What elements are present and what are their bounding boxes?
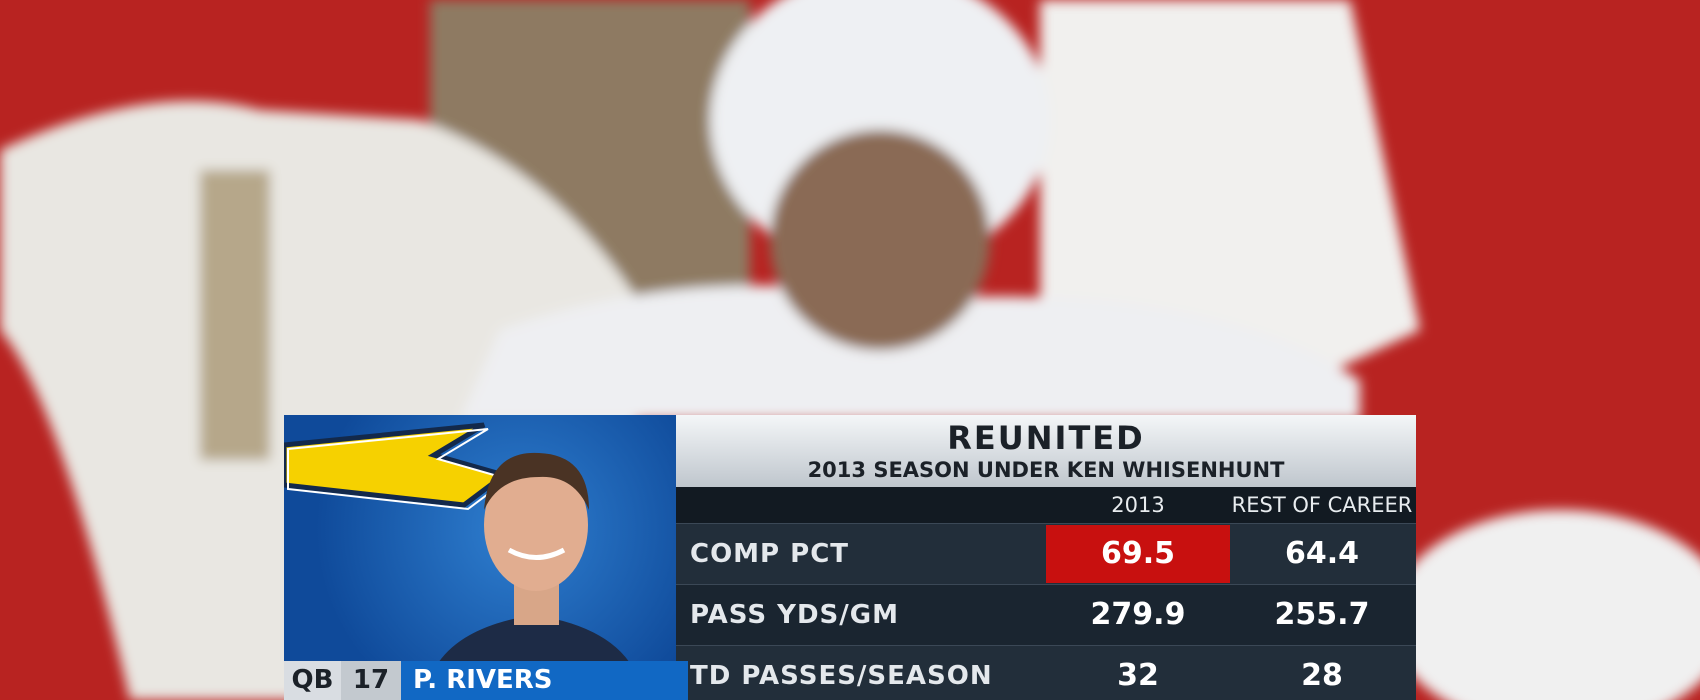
position: QB [284, 661, 341, 700]
highlighted-value: 69.5 [1046, 525, 1230, 583]
stat-row: TD PASSES/SEASON 32 28 [676, 645, 1416, 700]
stat-label: COMP PCT [690, 539, 850, 569]
player-bar: QB 17 P. RIVERS [284, 661, 688, 700]
header: REUNITED 2013 SEASON UNDER KEN WHISENHUN… [676, 415, 1416, 487]
stat-label: TD PASSES/SEASON [690, 661, 993, 691]
column-header: 2013 REST OF CAREER [676, 487, 1416, 523]
title: REUNITED [947, 419, 1145, 457]
stat-value: 64.4 [1284, 536, 1360, 571]
stat-value: 28 [1301, 658, 1343, 693]
player-photo-panel [284, 415, 676, 700]
subtitle: 2013 SEASON UNDER KEN WHISENHUNT [807, 458, 1285, 482]
column-label: REST OF CAREER [1231, 493, 1413, 517]
stat-row: PASS YDS/GM 279.9 255.7 [676, 584, 1416, 646]
stat-label: PASS YDS/GM [690, 600, 899, 630]
player-photo [284, 422, 644, 700]
stats-panel: REUNITED 2013 SEASON UNDER KEN WHISENHUN… [676, 415, 1416, 700]
stat-value: 255.7 [1274, 597, 1370, 632]
jersey-number: 17 [341, 661, 401, 700]
player-name: P. RIVERS [401, 661, 688, 700]
stat-row: COMP PCT 69.5 64.4 [676, 523, 1416, 585]
stat-value: 279.9 [1090, 597, 1186, 632]
stat-value: 32 [1117, 658, 1159, 693]
column-label: 2013 [1111, 493, 1165, 517]
